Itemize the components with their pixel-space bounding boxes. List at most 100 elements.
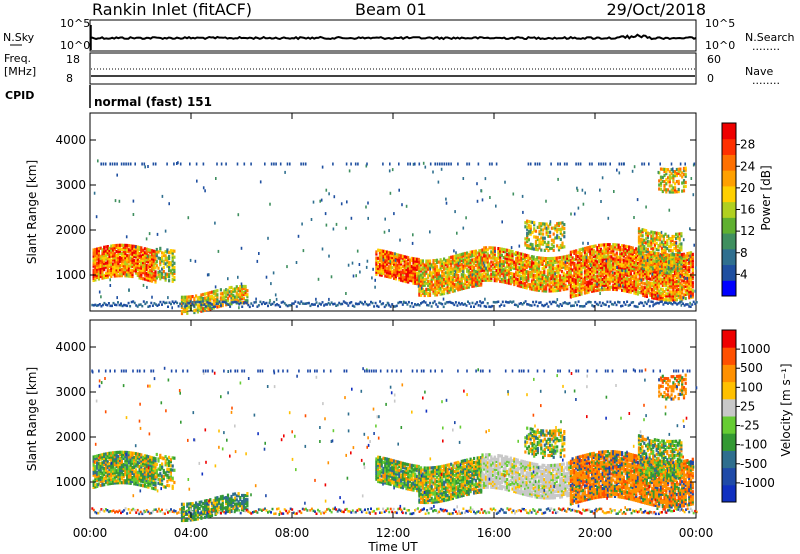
power-data-cell <box>576 281 579 285</box>
power-data-cell <box>134 251 138 255</box>
power-data-cell <box>573 272 576 276</box>
power-data-cell <box>659 167 663 171</box>
power-data-cell <box>596 278 599 282</box>
power-data-cell <box>668 292 671 296</box>
power-scatter-cell <box>321 165 324 169</box>
power-data-cell <box>168 256 171 261</box>
power-data-cell <box>378 253 382 257</box>
power-data-cell <box>439 268 442 272</box>
power-near-range-cell <box>362 303 365 306</box>
power-data-cell <box>605 275 608 279</box>
power-data-cell <box>677 281 680 285</box>
power-data-cell <box>676 262 679 267</box>
power-data-cell <box>668 174 671 178</box>
power-data-cell <box>147 248 150 252</box>
power-data-cell <box>677 295 680 300</box>
power-near-range-cell <box>271 302 274 306</box>
power-data-cell <box>142 269 145 273</box>
power-data-cell <box>667 276 670 280</box>
power-data-cell <box>680 242 683 246</box>
power-scatter-cell <box>545 199 547 203</box>
power-data-cell <box>460 283 463 287</box>
power-near-range-cell <box>626 300 629 303</box>
power-data-cell <box>171 251 174 255</box>
power-data-cell <box>518 282 521 286</box>
power-data-cell <box>513 278 516 283</box>
power-data-cell <box>633 277 636 281</box>
power-data-cell <box>686 258 689 262</box>
power-data-cell <box>548 283 551 287</box>
power-data-cell <box>573 286 576 290</box>
power-near-range-cell <box>548 300 551 304</box>
power-data-cell <box>124 272 127 276</box>
power-data-cell <box>603 281 606 285</box>
power-data-cell <box>520 270 523 274</box>
power-data-cell <box>127 244 131 248</box>
power-data-cell <box>563 223 566 227</box>
power-data-cell <box>423 267 426 271</box>
power-near-range-cell <box>177 305 180 308</box>
power-near-range-cell <box>301 302 304 305</box>
power-scatter-cell <box>557 177 559 181</box>
power-data-cell <box>635 267 638 271</box>
power-data-cell <box>596 276 599 280</box>
power-data-cell <box>96 267 99 271</box>
power-data-cell <box>636 282 640 286</box>
power-data-cell <box>563 231 566 235</box>
power-data-cell <box>94 262 97 266</box>
power-near-range-cell <box>235 300 238 304</box>
power-data-cell <box>637 251 641 255</box>
power-near-range-cell <box>483 304 486 308</box>
power-data-cell <box>650 250 653 254</box>
power-data-cell <box>457 259 460 264</box>
power-data-cell <box>138 276 141 280</box>
power-data-cell <box>193 310 196 315</box>
power-data-cell <box>613 245 617 249</box>
power-data-cell <box>543 269 546 273</box>
power-data-cell <box>203 308 207 312</box>
power-scatter-cell <box>128 288 130 292</box>
power-near-range-cell <box>194 301 197 304</box>
power-data-cell <box>529 230 532 234</box>
power-data-cell <box>428 289 432 293</box>
power-near-range-cell <box>259 300 262 304</box>
power-data-cell <box>635 289 638 294</box>
power-near-range-cell <box>142 300 145 303</box>
power-data-cell <box>615 273 618 277</box>
power-data-cell <box>416 265 419 269</box>
power-data-cell <box>680 248 683 252</box>
power-data-cell <box>676 236 679 240</box>
power-data-cell <box>628 290 631 294</box>
power-data-cell <box>680 232 683 236</box>
power-data-cell <box>385 274 389 278</box>
power-data-cell <box>596 284 599 288</box>
power-data-cell <box>534 241 538 245</box>
power-data-cell <box>169 251 172 255</box>
power-data-cell <box>601 251 604 255</box>
power-near-range-cell <box>388 304 391 307</box>
power-data-cell <box>108 252 111 256</box>
power-data-cell <box>667 292 670 296</box>
power-data-cell <box>509 257 512 261</box>
power-data-cell <box>464 255 467 260</box>
power-data-cell <box>583 279 587 283</box>
power-near-range-cell <box>630 301 633 304</box>
power-data-cell <box>467 271 470 275</box>
power-data-cell <box>154 256 157 260</box>
power-data-cell <box>576 261 579 265</box>
power-data-cell <box>645 276 648 280</box>
power-data-cell <box>450 288 453 292</box>
power-data-cell <box>384 274 387 278</box>
power-data-cell <box>691 266 694 271</box>
power-data-cell <box>628 245 631 249</box>
power-data-cell <box>506 271 509 275</box>
power-data-cell <box>569 293 572 297</box>
power-data-cell <box>432 289 435 293</box>
power-data-cell <box>511 250 514 254</box>
power-data-cell <box>110 248 113 252</box>
power-data-cell <box>476 277 479 281</box>
power-data-cell <box>557 278 560 282</box>
power-data-cell <box>585 246 588 250</box>
power-data-cell <box>405 269 408 274</box>
power-data-cell <box>142 267 145 271</box>
